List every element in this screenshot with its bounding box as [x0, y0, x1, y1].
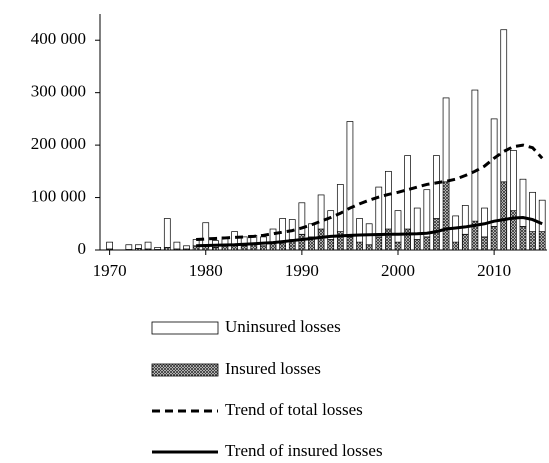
bar: [202, 222, 210, 247]
bar: [413, 207, 421, 240]
y-tick-label: 200 000: [31, 134, 86, 153]
bar: [183, 245, 190, 250]
bar: [135, 244, 142, 249]
y-tick-label: 100 000: [31, 186, 86, 205]
bar: [327, 210, 335, 240]
bar: [260, 236, 267, 247]
legend-label: Uninsured losses: [225, 317, 341, 336]
y-tick-label: 0: [78, 239, 87, 258]
legend-swatch: [151, 363, 219, 377]
bar: [529, 191, 536, 232]
bar: [125, 244, 133, 250]
bar: [298, 202, 306, 235]
bar: [423, 189, 431, 238]
bar: [356, 218, 363, 243]
bar: [163, 218, 171, 248]
bar: [173, 241, 181, 250]
bar: [442, 181, 450, 251]
bar: [461, 205, 469, 235]
bar: [269, 228, 277, 243]
y-tick-label: 300 000: [31, 82, 86, 101]
bar: [394, 241, 402, 251]
bar: [365, 244, 373, 251]
bar: [442, 97, 450, 183]
bar: [250, 244, 258, 251]
bar: [356, 241, 363, 251]
bar: [461, 233, 469, 251]
bar: [336, 184, 344, 232]
bar: [212, 247, 219, 251]
bar: [279, 243, 286, 251]
bar: [385, 170, 392, 230]
bar: [375, 186, 383, 238]
bar: [279, 218, 286, 245]
legend-label: Insured losses: [225, 359, 321, 378]
bar: [240, 245, 248, 251]
bar: [346, 121, 354, 238]
bar: [154, 247, 162, 250]
bar: [375, 236, 383, 251]
legend-label: Trend of total losses: [225, 400, 363, 419]
bar: [260, 245, 267, 251]
bar: [413, 239, 421, 251]
bar: [423, 236, 431, 251]
bar: [106, 241, 113, 250]
bar: [144, 241, 152, 250]
legend-label: Trend of insured losses: [225, 441, 383, 460]
bar: [500, 29, 508, 183]
bar: [433, 155, 440, 219]
bar: [471, 89, 479, 222]
bar: [529, 231, 536, 251]
bar: [490, 118, 498, 227]
bar: [510, 150, 517, 212]
y-tick-label: 400 000: [31, 29, 86, 48]
x-tick-label: 1970: [93, 261, 127, 280]
bar: [404, 155, 411, 230]
trend-line: [196, 143, 544, 242]
bar: [346, 236, 354, 251]
bar: [519, 178, 527, 227]
bar: [433, 218, 440, 251]
bar: [452, 241, 460, 251]
bar: [394, 210, 402, 243]
legend-swatch: [151, 321, 219, 335]
x-tick-label: 1990: [285, 261, 319, 280]
trend-line: [196, 215, 543, 248]
bar: [519, 226, 527, 251]
bar: [490, 226, 498, 251]
bar: [308, 223, 315, 238]
bar: [385, 228, 392, 251]
bar: [240, 236, 248, 247]
bar: [163, 247, 171, 251]
bar: [327, 239, 335, 251]
bar: [481, 236, 488, 251]
bar: [317, 228, 325, 251]
bar: [538, 231, 546, 251]
x-tick-label: 1980: [189, 261, 223, 280]
bar: [538, 199, 546, 232]
bar: [298, 233, 306, 251]
x-tick-label: 2000: [381, 261, 415, 280]
bar: [404, 228, 411, 251]
bar: [317, 194, 325, 230]
x-tick-label: 2010: [477, 261, 511, 280]
bar: [500, 181, 508, 251]
